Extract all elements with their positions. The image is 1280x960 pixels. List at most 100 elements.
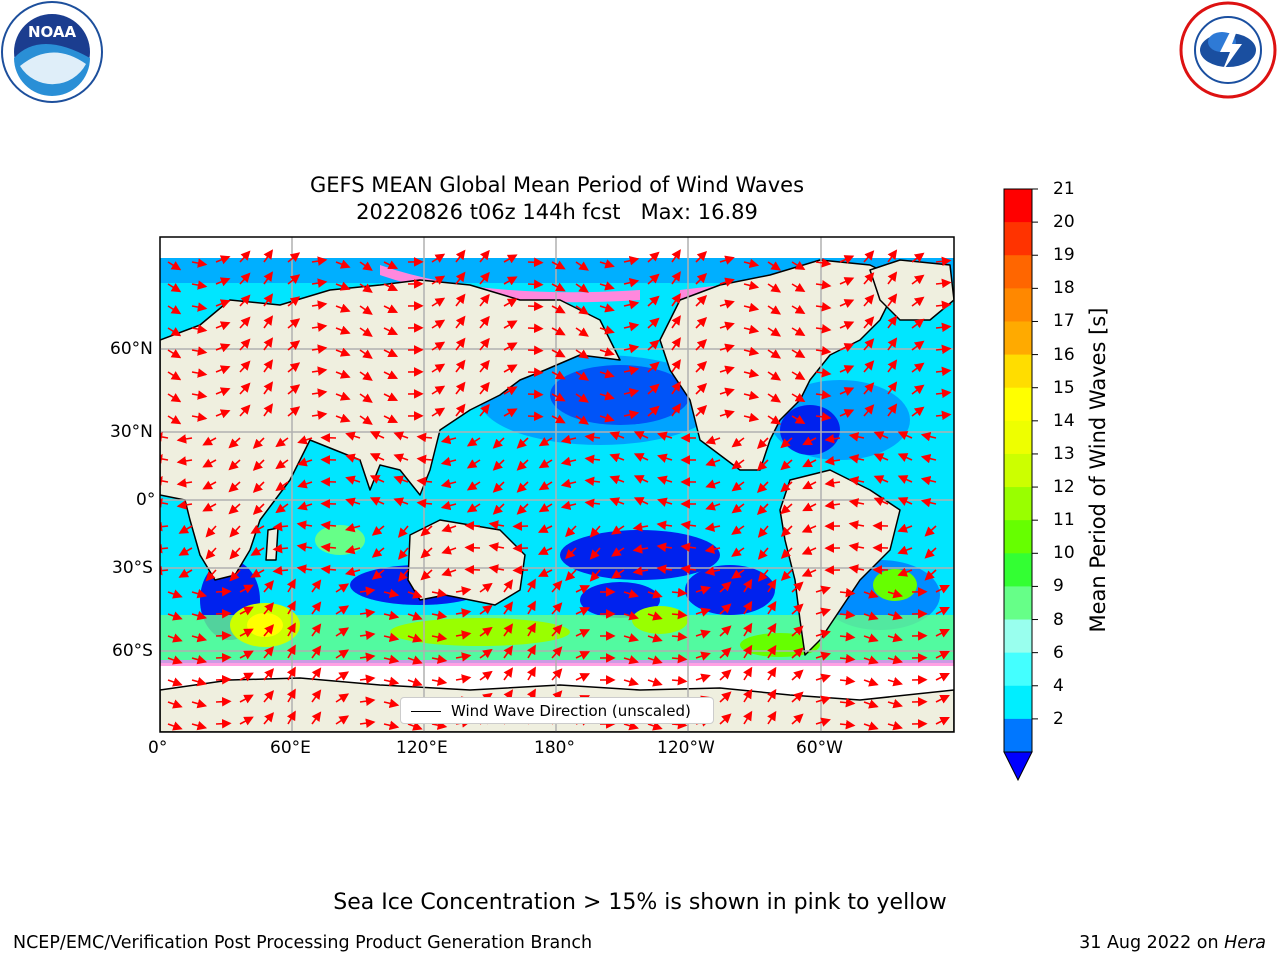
wave-direction-arrow	[311, 344, 328, 354]
wave-direction-arrow	[205, 547, 217, 560]
wave-direction-arrow	[897, 523, 913, 533]
wave-direction-arrow	[719, 603, 732, 615]
wave-direction-arrow	[897, 545, 913, 555]
wave-direction-arrow	[455, 315, 466, 329]
wave-direction-arrow	[263, 624, 275, 637]
wave-direction-arrow	[671, 315, 681, 329]
wave-direction-arrow	[757, 547, 769, 560]
wave-direction-arrow	[647, 383, 660, 395]
wave-direction-arrow	[228, 481, 241, 493]
wave-direction-arrow	[160, 454, 169, 464]
wave-direction-arrow	[527, 389, 544, 400]
wave-direction-arrow	[335, 671, 350, 681]
wave-direction-arrow	[455, 381, 466, 395]
wave-direction-arrow	[263, 602, 275, 615]
footer-machine: Hera	[1224, 933, 1266, 953]
wave-direction-arrow	[512, 543, 529, 554]
wave-direction-arrow	[623, 255, 640, 266]
wave-direction-arrow	[589, 525, 601, 538]
wave-direction-arrow	[719, 387, 735, 397]
wave-direction-arrow	[575, 607, 591, 616]
colorbar-under-extension	[1003, 751, 1033, 782]
wave-direction-arrow	[551, 326, 566, 336]
wave-direction-arrow	[431, 297, 446, 307]
wave-direction-arrow	[551, 304, 566, 314]
wave-direction-arrow	[656, 520, 673, 530]
wave-direction-arrow	[731, 525, 745, 535]
wave-direction-arrow	[488, 520, 505, 530]
colorbar-label: Mean Period of Wind Waves [s]	[1086, 307, 1110, 633]
wave-direction-arrow	[205, 525, 217, 538]
wave-direction-arrow	[538, 503, 553, 513]
wave-direction-arrow	[263, 249, 274, 263]
wave-direction-arrow	[369, 497, 385, 506]
wave-direction-arrow	[335, 347, 351, 357]
wave-direction-arrow	[431, 676, 448, 686]
wave-direction-arrow	[371, 569, 385, 580]
wave-direction-arrow	[671, 675, 688, 686]
wave-direction-arrow	[252, 503, 265, 515]
wave-direction-arrow	[657, 475, 673, 485]
wave-direction-arrow	[767, 688, 777, 703]
wave-direction-arrow	[824, 434, 841, 444]
y-tick-0: 0°	[136, 490, 156, 510]
wave-direction-arrow	[815, 673, 831, 683]
wave-direction-arrow	[719, 255, 735, 265]
wave-direction-arrow	[431, 610, 448, 620]
wave-direction-arrow	[767, 415, 782, 425]
wave-direction-arrow	[791, 713, 804, 725]
wave-direction-arrow	[767, 644, 777, 659]
y-tick-60n: 60°N	[110, 339, 153, 359]
wave-direction-arrow	[863, 272, 875, 285]
wave-direction-arrow	[441, 545, 457, 555]
wave-direction-arrow	[263, 580, 275, 593]
wave-direction-arrow	[286, 644, 296, 659]
wave-direction-arrow	[191, 589, 208, 599]
wave-direction-arrow	[311, 689, 322, 703]
wave-direction-arrow	[623, 633, 639, 643]
wave-direction-arrow	[167, 371, 182, 381]
wave-direction-arrow	[526, 666, 536, 681]
y-tick-30n: 30°N	[110, 422, 153, 442]
wave-direction-arrow	[695, 607, 711, 617]
wave-direction-arrow	[873, 431, 889, 441]
map-frame	[159, 236, 955, 733]
wave-direction-arrow	[488, 542, 505, 552]
wave-direction-arrow	[839, 631, 856, 642]
wave-direction-arrow	[167, 655, 183, 665]
wave-direction-arrow	[335, 583, 350, 593]
wave-direction-arrow	[839, 653, 856, 664]
wave-direction-arrow	[297, 479, 313, 489]
colorbar	[1003, 188, 1038, 782]
wave-direction-arrow	[297, 435, 313, 445]
wave-direction-arrow	[272, 543, 289, 554]
wave-direction-arrow	[464, 564, 481, 575]
wave-direction-arrow	[345, 453, 361, 463]
wave-direction-arrow	[215, 696, 232, 707]
wave-direction-arrow	[526, 644, 536, 659]
wave-direction-arrow	[815, 629, 831, 639]
wave-direction-arrow	[167, 283, 182, 293]
wave-direction-arrow	[680, 564, 697, 575]
wave-direction-arrow	[202, 502, 217, 512]
wave-direction-arrow	[935, 672, 950, 682]
wave-direction-arrow	[839, 255, 855, 264]
wave-direction-arrow	[537, 524, 553, 533]
wave-direction-arrow	[393, 431, 409, 441]
wave-direction-arrow	[911, 318, 925, 329]
wave-direction-arrow	[623, 655, 639, 665]
wave-direction-arrow	[167, 327, 182, 337]
wave-direction-arrow	[239, 716, 254, 726]
wave-direction-arrow	[383, 326, 399, 335]
colorbar-tick-label: 12	[1053, 477, 1075, 498]
wave-direction-arrow	[584, 454, 601, 465]
wave-direction-arrow	[202, 436, 217, 446]
wave-direction-arrow	[647, 361, 660, 373]
wave-direction-arrow	[191, 302, 208, 312]
wave-direction-arrow	[680, 520, 697, 531]
wave-direction-arrow	[320, 564, 337, 575]
wave-direction-arrow	[599, 391, 615, 401]
wave-direction-arrow	[526, 600, 536, 615]
wave-direction-arrow	[743, 258, 760, 269]
wave-direction-arrow	[824, 478, 841, 488]
